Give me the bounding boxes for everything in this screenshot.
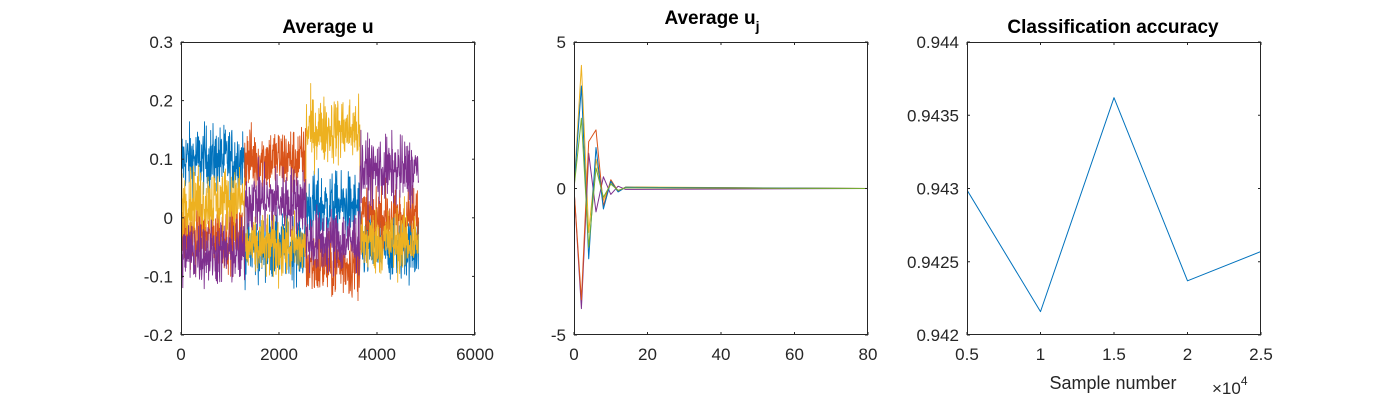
y-tick-label: 0.1 <box>149 150 173 169</box>
axes-box <box>574 42 868 335</box>
y-tick-label: 0.943 <box>916 180 959 199</box>
x-tick-label: 80 <box>859 345 878 364</box>
chart-classification-accuracy: Classification accuracy 0.5 1 1.5 2 2.5 0.942… <box>907 17 1273 398</box>
y-tick-label: -0.1 <box>144 267 173 286</box>
axes-box <box>967 42 1261 335</box>
data-series-group <box>181 83 420 302</box>
series-line <box>967 97 1261 313</box>
axis-ticks: 0 20 40 60 80-505 <box>551 33 878 364</box>
chart-title-main: Average u <box>664 8 755 29</box>
series-line <box>574 117 868 248</box>
y-tick-label: 0.942 <box>916 326 959 345</box>
x-tick-label: 4000 <box>358 345 396 364</box>
series-line <box>181 129 420 290</box>
x-tick-label: 2 <box>1183 345 1192 364</box>
y-tick-label: 5 <box>557 33 566 52</box>
chart-average-u: Average u 0 2000 4000 6000 -0.2 -0.1 0 0.1 0.2 0.… <box>144 17 494 364</box>
x-tick-label: 2000 <box>260 345 298 364</box>
y-tick-label: 0.9435 <box>907 106 959 125</box>
axis-ticks: 0 2000 4000 6000 -0.2 -0.1 0 0.1 0.2 0.3 <box>144 33 494 364</box>
chart-title: Average u <box>282 17 373 38</box>
data-series-group <box>574 64 868 310</box>
x-tick-label: 0 <box>569 345 578 364</box>
y-tick-label: 0 <box>557 180 566 199</box>
x-tick-label: 20 <box>638 345 657 364</box>
x-tick-label: 2.5 <box>1249 345 1273 364</box>
y-tick-label: 0.2 <box>149 92 173 111</box>
data-series-group <box>967 97 1261 313</box>
x-axis-multiplier-base: ×10 <box>1212 379 1241 398</box>
series-line <box>181 83 420 289</box>
x-tick-label: 0.5 <box>955 345 979 364</box>
x-axis-multiplier-exponent: 4 <box>1241 374 1248 388</box>
x-tick-label: 6000 <box>456 345 494 364</box>
x-tick-label: 40 <box>712 345 731 364</box>
x-axis-multiplier: ×104 <box>1212 374 1248 398</box>
x-axis-label: Sample number <box>1049 373 1176 393</box>
x-tick-label: 1 <box>1036 345 1045 364</box>
y-tick-label: -0.2 <box>144 326 173 345</box>
chart-average-uj: Average uj 0 20 40 60 80-505 <box>551 8 878 364</box>
chart-title-subscript: j <box>755 18 760 34</box>
y-tick-label: 0 <box>164 209 173 228</box>
axes-box <box>181 42 475 335</box>
x-tick-label: 0 <box>176 345 185 364</box>
y-tick-label: 0.944 <box>916 33 959 52</box>
x-tick-label: 1.5 <box>1102 345 1126 364</box>
y-tick-label: 0.9425 <box>907 253 959 272</box>
axis-ticks: 0.5 1 1.5 2 2.5 0.942 0.9425 0.943 0.9435 0.944 <box>907 33 1273 364</box>
chart-title: Average uj <box>664 8 759 34</box>
y-tick-label: -5 <box>551 326 566 345</box>
y-tick-label: 0.3 <box>149 33 173 52</box>
x-tick-label: 60 <box>785 345 804 364</box>
chart-title: Classification accuracy <box>1007 17 1219 38</box>
